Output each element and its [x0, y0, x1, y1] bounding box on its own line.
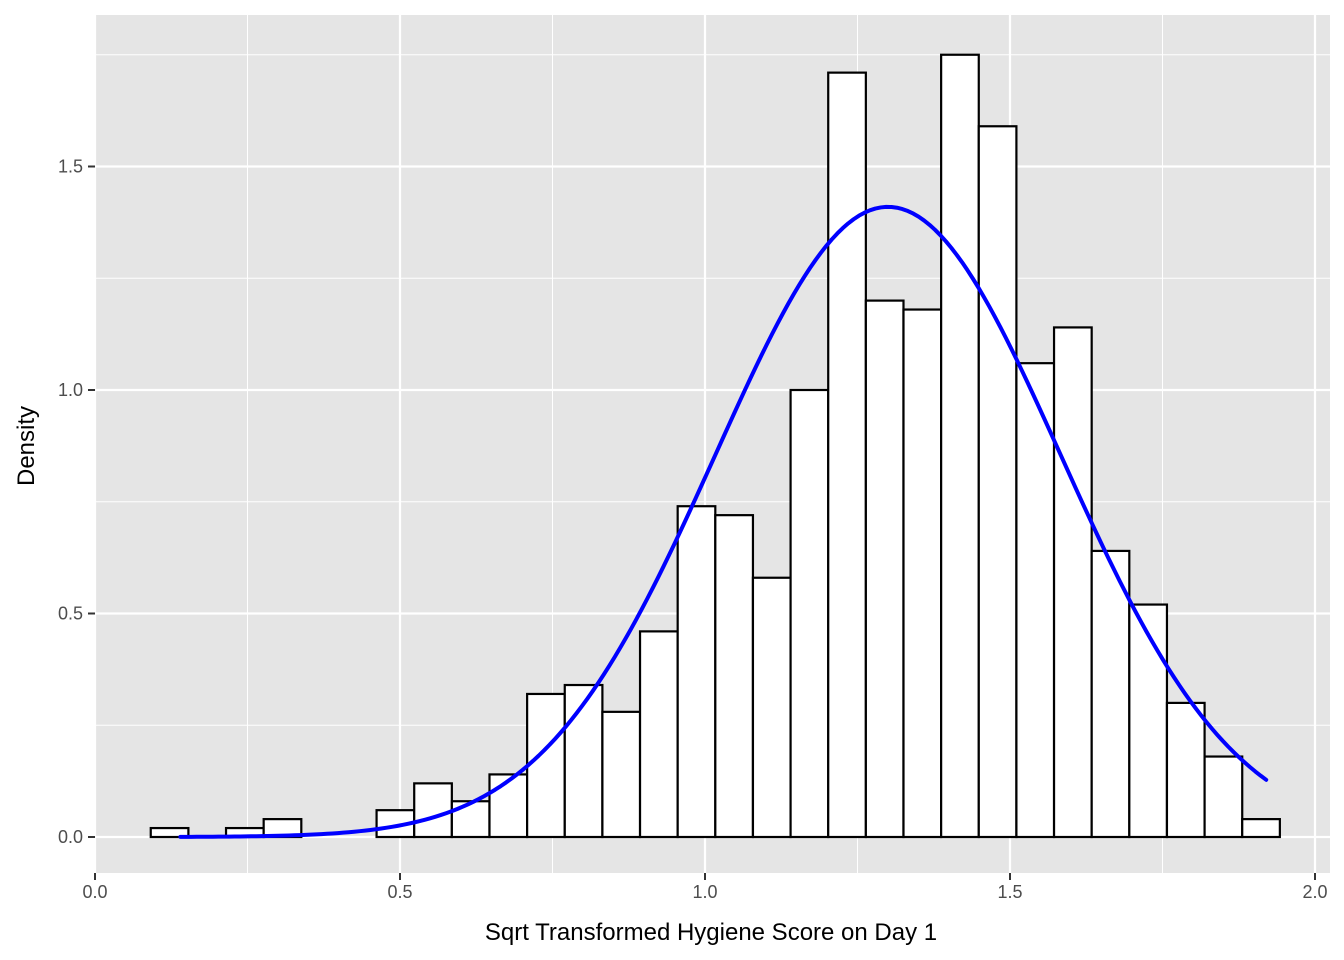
histogram-bar — [601, 710, 642, 839]
histogram-bar — [450, 800, 491, 839]
histogram-bar — [789, 388, 830, 839]
x-axis-title: Sqrt Transformed Hygiene Score on Day 1 — [485, 919, 937, 946]
y-tick-label: 1.0 — [58, 380, 83, 400]
histogram-bar — [864, 299, 905, 839]
y-tick-label: 0.0 — [58, 827, 83, 847]
histogram-bar — [902, 308, 943, 839]
normal-density-curve — [178, 204, 1269, 839]
histogram-bar — [488, 773, 529, 839]
histogram-bar — [1203, 755, 1244, 839]
x-tick-label: 1.0 — [692, 882, 717, 902]
histogram-bar — [1165, 701, 1206, 839]
histogram-bar — [1090, 549, 1131, 839]
y-axis-tick-labels: 0.0 0.5 1.0 1.5 — [58, 157, 83, 848]
histogram-bar — [1241, 818, 1281, 839]
histogram-bar — [563, 683, 604, 839]
histogram-bar — [413, 782, 453, 839]
x-tick-label: 0.5 — [387, 882, 412, 902]
histogram-bar — [714, 514, 755, 839]
x-tick-label: 2.0 — [1302, 882, 1327, 902]
histogram-bar — [526, 692, 566, 839]
histogram-bar — [751, 576, 792, 839]
histogram-bar — [1128, 603, 1169, 839]
x-axis-tick-labels: 0.0 0.5 1.0 1.5 2.0 — [82, 882, 1327, 902]
histogram-bar — [1015, 362, 1056, 839]
y-tick-label: 1.5 — [58, 157, 83, 177]
histogram-bar — [1052, 326, 1093, 839]
x-tick-label: 1.5 — [997, 882, 1022, 902]
histogram-bar — [940, 53, 980, 839]
y-tick-label: 0.5 — [58, 604, 83, 624]
histogram-bar — [638, 630, 679, 839]
axis-ticks — [88, 165, 1316, 880]
histogram-bar — [827, 71, 867, 839]
histogram-bar — [676, 505, 717, 839]
x-tick-label: 0.0 — [82, 882, 107, 902]
y-axis-title: Density — [13, 406, 40, 486]
histogram-bars — [149, 53, 1281, 839]
histogram-bar — [977, 125, 1018, 839]
histogram-bar — [149, 826, 190, 839]
